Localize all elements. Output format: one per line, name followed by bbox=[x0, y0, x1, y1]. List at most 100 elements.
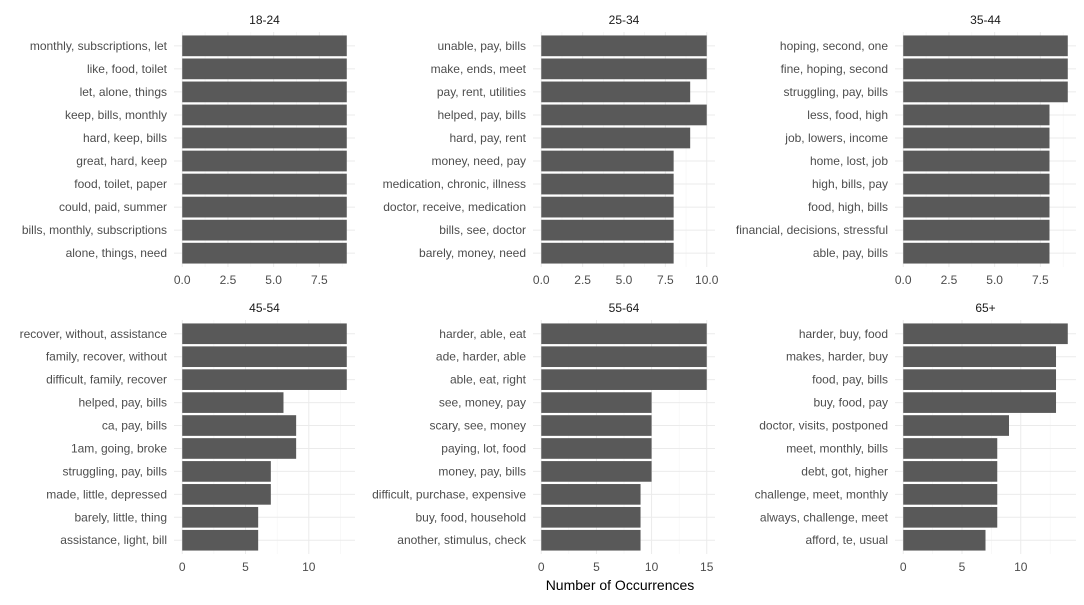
bar bbox=[903, 242, 1050, 264]
category-label: high, bills, pay bbox=[812, 177, 888, 191]
bar bbox=[541, 242, 674, 264]
category-label: meet, monthly, bills bbox=[786, 441, 888, 455]
category-label: doctor, receive, medication bbox=[383, 200, 526, 214]
category-label: scary, see, money bbox=[430, 419, 526, 433]
x-tick-label: 5 bbox=[593, 560, 600, 574]
x-tick-label: 5.0 bbox=[986, 273, 1003, 287]
x-tick-label: 10 bbox=[1014, 560, 1028, 574]
bar bbox=[903, 346, 1057, 368]
bar bbox=[182, 81, 347, 103]
category-label: fine, hoping, second bbox=[781, 62, 888, 76]
category-label: buy, food, household bbox=[415, 510, 526, 524]
category-label: hard, pay, rent bbox=[450, 131, 527, 145]
facet-panel: harder, able, eat ade, harder, able able, … bbox=[372, 301, 715, 574]
facet-title: 65+ bbox=[975, 301, 995, 315]
x-tick-label: 0.0 bbox=[174, 273, 191, 287]
category-label: hoping, second, one bbox=[780, 39, 888, 53]
category-label: difficult, purchase, expensive bbox=[372, 487, 526, 501]
x-tick-label: 5 bbox=[959, 560, 966, 574]
x-tick-label: 7.5 bbox=[311, 273, 328, 287]
category-label: family, recover, without bbox=[46, 350, 168, 364]
bar bbox=[541, 58, 707, 80]
category-label: barely, money, need bbox=[419, 246, 526, 260]
facet-title: 55-64 bbox=[609, 301, 640, 315]
category-label: food, toilet, paper bbox=[74, 177, 167, 191]
category-label: make, ends, meet bbox=[431, 62, 527, 76]
category-label: challenge, meet, monthly bbox=[755, 487, 888, 501]
x-tick-label: 10 bbox=[645, 560, 659, 574]
facet-panel: unable, pay, bills make, ends, meet pay, r… bbox=[383, 13, 719, 287]
bar bbox=[541, 369, 707, 390]
bar bbox=[182, 323, 347, 345]
x-tick-label: 0 bbox=[900, 560, 907, 574]
category-label: ca, pay, bills bbox=[102, 419, 167, 433]
bar bbox=[903, 323, 1068, 345]
bar bbox=[182, 242, 347, 264]
category-label: bills, see, doctor bbox=[439, 223, 526, 237]
category-label: struggling, pay, bills bbox=[784, 85, 889, 99]
category-label: able, pay, bills bbox=[813, 246, 888, 260]
bar bbox=[541, 415, 652, 436]
category-label: harder, buy, food bbox=[799, 327, 888, 341]
bar bbox=[182, 369, 347, 390]
category-label: makes, harder, buy bbox=[786, 350, 888, 364]
bar bbox=[182, 35, 347, 57]
bar bbox=[903, 104, 1050, 126]
bar bbox=[903, 392, 1057, 413]
x-tick-label: 5.0 bbox=[616, 273, 633, 287]
category-label: unable, pay, bills bbox=[438, 39, 527, 53]
category-label: financial, decisions, stressful bbox=[736, 223, 888, 237]
bar bbox=[903, 196, 1050, 218]
x-tick-label: 5.0 bbox=[265, 273, 282, 287]
bar bbox=[541, 392, 652, 413]
bar bbox=[903, 506, 998, 528]
bar bbox=[182, 529, 259, 551]
bar bbox=[903, 461, 998, 482]
bar bbox=[182, 127, 347, 149]
bar bbox=[541, 104, 707, 126]
facet-panel: recover, without, assistance family, reco… bbox=[20, 301, 355, 574]
bar bbox=[541, 461, 652, 482]
category-label: great, hard, keep bbox=[76, 154, 167, 168]
x-tick-label: 7.5 bbox=[657, 273, 674, 287]
category-label: recover, without, assistance bbox=[20, 327, 168, 341]
facet-title: 18-24 bbox=[249, 13, 280, 27]
category-label: debt, got, higher bbox=[801, 464, 888, 478]
category-label: struggling, pay, bills bbox=[63, 464, 168, 478]
bar bbox=[182, 415, 297, 436]
bar bbox=[182, 392, 284, 413]
category-label: bills, monthly, subscriptions bbox=[22, 223, 167, 237]
category-label: barely, little, thing bbox=[75, 510, 168, 524]
bar bbox=[182, 150, 347, 172]
category-label: 1am, going, broke bbox=[71, 441, 167, 455]
category-label: home, lost, job bbox=[810, 154, 888, 168]
bar bbox=[541, 35, 707, 57]
bar bbox=[541, 438, 652, 459]
category-label: ade, harder, able bbox=[436, 350, 526, 364]
category-label: could, paid, summer bbox=[59, 200, 167, 214]
category-label: job, lowers, income bbox=[784, 131, 888, 145]
category-label: harder, able, eat bbox=[439, 327, 526, 341]
x-tick-label: 0.0 bbox=[533, 273, 550, 287]
bar bbox=[182, 438, 297, 459]
x-tick-label: 7.5 bbox=[1032, 273, 1049, 287]
category-label: helped, pay, bills bbox=[438, 108, 527, 122]
x-tick-label: 2.5 bbox=[574, 273, 591, 287]
bar bbox=[182, 173, 347, 195]
bar bbox=[903, 529, 986, 551]
bar bbox=[903, 58, 1068, 80]
category-label: money, pay, bills bbox=[438, 464, 526, 478]
bar bbox=[541, 346, 707, 368]
bar bbox=[903, 173, 1050, 195]
x-tick-label: 10.0 bbox=[695, 273, 719, 287]
category-label: made, little, depressed bbox=[46, 487, 167, 501]
bar bbox=[903, 81, 1068, 103]
category-label: pay, rent, utilities bbox=[437, 85, 526, 99]
bar bbox=[541, 506, 641, 528]
category-label: food, pay, bills bbox=[812, 373, 888, 387]
category-label: afford, te, usual bbox=[806, 533, 889, 547]
facet-title: 25-34 bbox=[609, 13, 640, 27]
bar bbox=[182, 104, 347, 126]
